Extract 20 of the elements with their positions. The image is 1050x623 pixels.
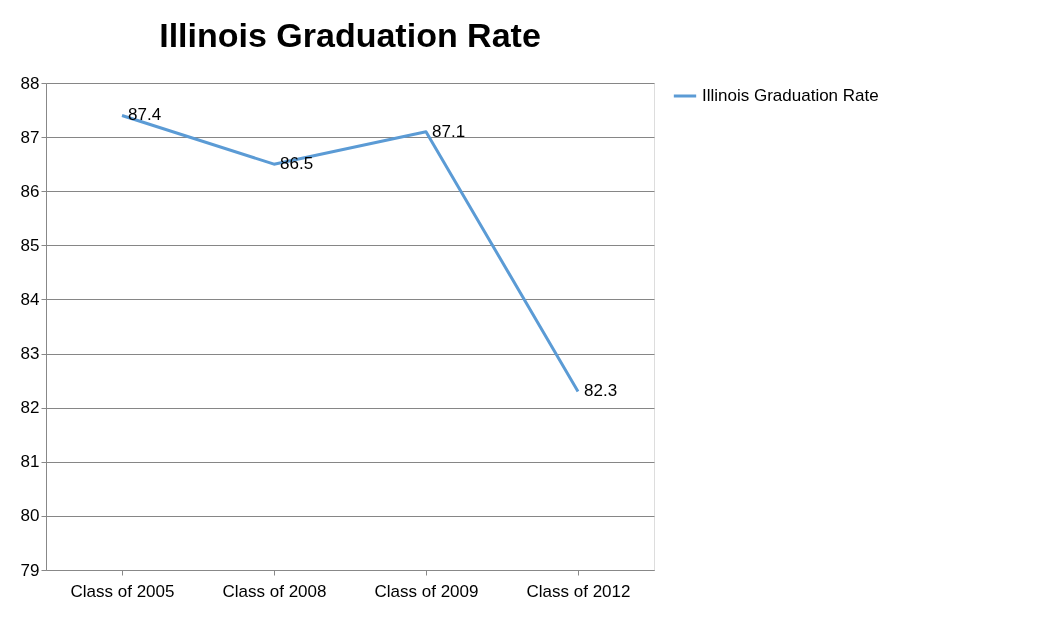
- x-tick-label: Class of 2012: [526, 581, 631, 601]
- y-tick-label: 80: [20, 506, 40, 526]
- y-tick-label: 83: [20, 344, 40, 364]
- y-tick-label: 79: [20, 560, 40, 580]
- y-tick-label: 86: [20, 181, 40, 201]
- legend-label: Illinois Graduation Rate: [702, 86, 879, 105]
- chart-title: Illinois Graduation Rate: [159, 16, 541, 54]
- y-tick-label: 88: [20, 73, 40, 93]
- data-label: 86.5: [280, 154, 314, 174]
- data-label: 82.3: [584, 381, 618, 401]
- x-tick-label: Class of 2008: [222, 581, 327, 601]
- y-tick-label: 84: [20, 289, 40, 309]
- data-label: 87.4: [128, 105, 162, 125]
- y-tick-label: 82: [20, 398, 40, 418]
- data-label: 87.1: [432, 121, 466, 141]
- y-tick-label: 85: [20, 235, 40, 255]
- x-tick-label: Class of 2009: [374, 581, 479, 601]
- y-tick-label: 81: [20, 452, 40, 472]
- x-tick-label: Class of 2005: [70, 581, 175, 601]
- y-tick-label: 87: [20, 127, 40, 147]
